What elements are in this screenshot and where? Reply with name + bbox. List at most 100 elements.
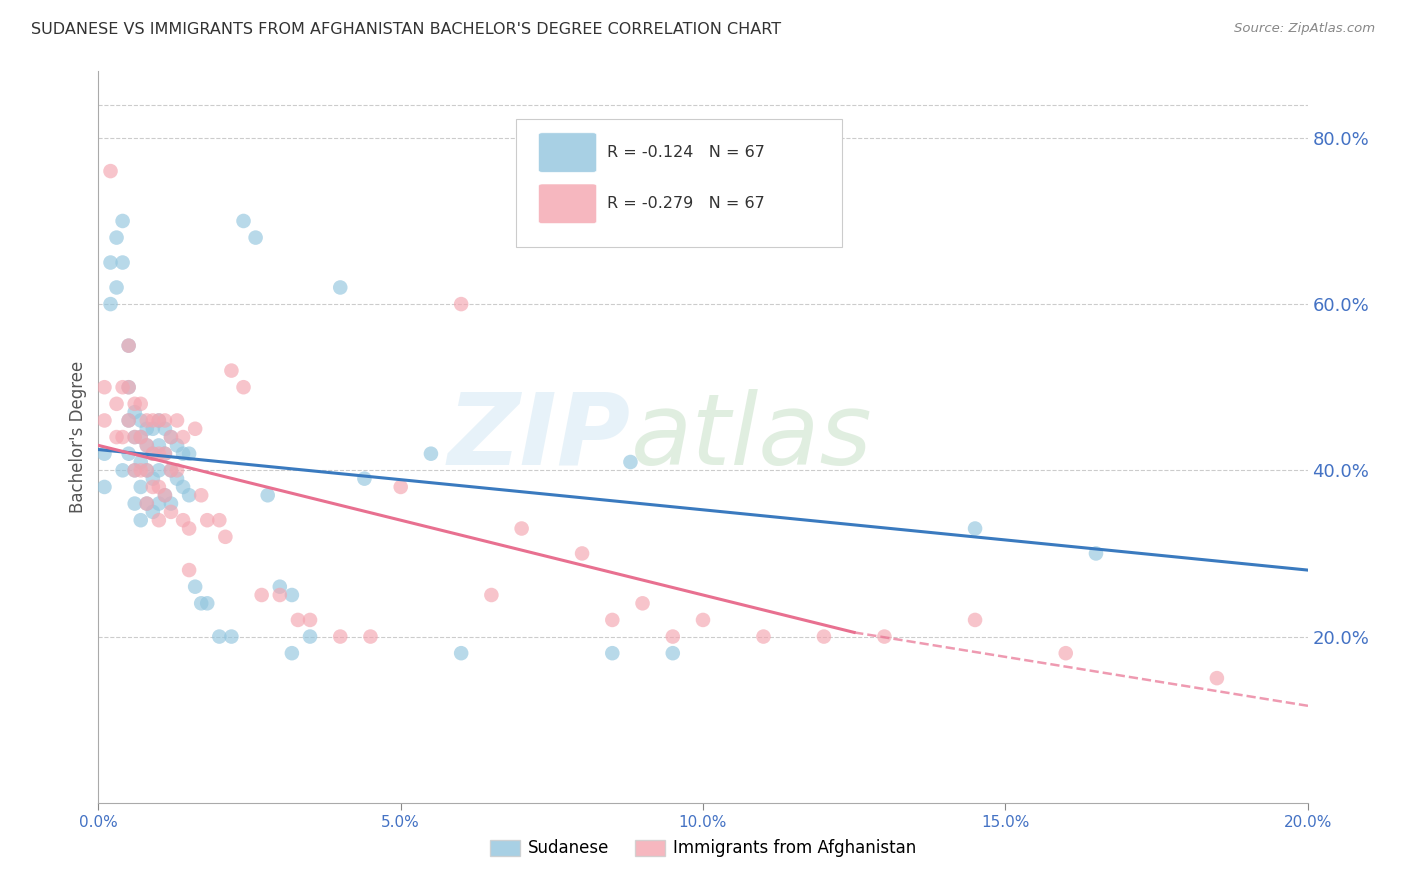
Point <box>510 521 533 535</box>
Point <box>129 397 152 411</box>
Point <box>160 463 183 477</box>
Point <box>135 438 157 452</box>
Point <box>142 413 165 427</box>
Point <box>481 588 503 602</box>
Text: R = -0.124   N = 67: R = -0.124 N = 67 <box>607 145 765 160</box>
Point <box>160 497 183 511</box>
Point <box>93 413 115 427</box>
Point <box>111 463 134 477</box>
Point <box>450 297 472 311</box>
Point <box>105 397 128 411</box>
Point <box>450 646 472 660</box>
Text: atlas: atlas <box>630 389 872 485</box>
Point <box>160 463 183 477</box>
Point <box>208 630 231 644</box>
Point <box>661 646 683 660</box>
Point <box>93 480 115 494</box>
Point <box>118 380 141 394</box>
Point <box>142 472 165 486</box>
Point <box>619 455 641 469</box>
Point <box>965 613 987 627</box>
Point <box>190 488 212 502</box>
Point <box>100 297 122 311</box>
Point <box>184 422 207 436</box>
Point <box>142 447 165 461</box>
Point <box>353 472 375 486</box>
Point <box>135 413 157 427</box>
Point <box>172 480 194 494</box>
Point <box>111 214 134 228</box>
Point <box>111 430 134 444</box>
Point <box>111 255 134 269</box>
Point <box>100 255 122 269</box>
Point <box>256 488 278 502</box>
Point <box>129 455 152 469</box>
Point <box>148 513 170 527</box>
Point <box>124 463 146 477</box>
Point <box>129 430 152 444</box>
Text: SUDANESE VS IMMIGRANTS FROM AFGHANISTAN BACHELOR'S DEGREE CORRELATION CHART: SUDANESE VS IMMIGRANTS FROM AFGHANISTAN … <box>31 22 782 37</box>
Point <box>1206 671 1229 685</box>
Point <box>129 463 152 477</box>
Point <box>135 463 157 477</box>
Point <box>195 513 218 527</box>
Point <box>190 596 212 610</box>
Point <box>245 230 267 244</box>
Point <box>153 488 176 502</box>
Point <box>1085 546 1108 560</box>
Point <box>118 413 141 427</box>
Point <box>135 463 157 477</box>
Point <box>179 447 201 461</box>
Point <box>1054 646 1077 660</box>
Point <box>160 430 183 444</box>
Text: ZIP: ZIP <box>447 389 630 485</box>
Point <box>153 422 176 436</box>
FancyBboxPatch shape <box>538 133 596 172</box>
Point <box>172 513 194 527</box>
Point <box>965 521 987 535</box>
Point <box>389 480 412 494</box>
Point <box>135 422 157 436</box>
Point <box>873 630 896 644</box>
Point <box>299 613 322 627</box>
Point <box>124 430 146 444</box>
Point <box>148 447 170 461</box>
Point <box>571 546 593 560</box>
Point <box>153 488 176 502</box>
Point <box>118 413 141 427</box>
Point <box>232 214 254 228</box>
FancyBboxPatch shape <box>538 184 596 224</box>
Y-axis label: Bachelor's Degree: Bachelor's Degree <box>69 361 87 513</box>
Point <box>166 413 188 427</box>
Point <box>105 430 128 444</box>
Point <box>281 646 304 660</box>
Point <box>148 413 170 427</box>
Point <box>281 588 304 602</box>
Point <box>142 505 165 519</box>
Point <box>166 438 188 452</box>
Point <box>269 588 291 602</box>
Point <box>135 438 157 452</box>
Point <box>602 646 624 660</box>
Point <box>179 488 201 502</box>
Point <box>153 413 176 427</box>
Point <box>166 463 188 477</box>
Point <box>661 630 683 644</box>
Point <box>329 280 352 294</box>
Point <box>269 580 291 594</box>
Point <box>129 413 152 427</box>
Point <box>129 480 152 494</box>
Point <box>631 596 654 610</box>
Point <box>135 497 157 511</box>
Point <box>148 463 170 477</box>
Point <box>142 447 165 461</box>
Point <box>105 280 128 294</box>
Point <box>179 521 201 535</box>
Point <box>360 630 382 644</box>
Point <box>692 613 714 627</box>
FancyBboxPatch shape <box>516 119 842 247</box>
Point <box>135 497 157 511</box>
Point <box>813 630 835 644</box>
Point <box>208 513 231 527</box>
Point <box>124 497 146 511</box>
